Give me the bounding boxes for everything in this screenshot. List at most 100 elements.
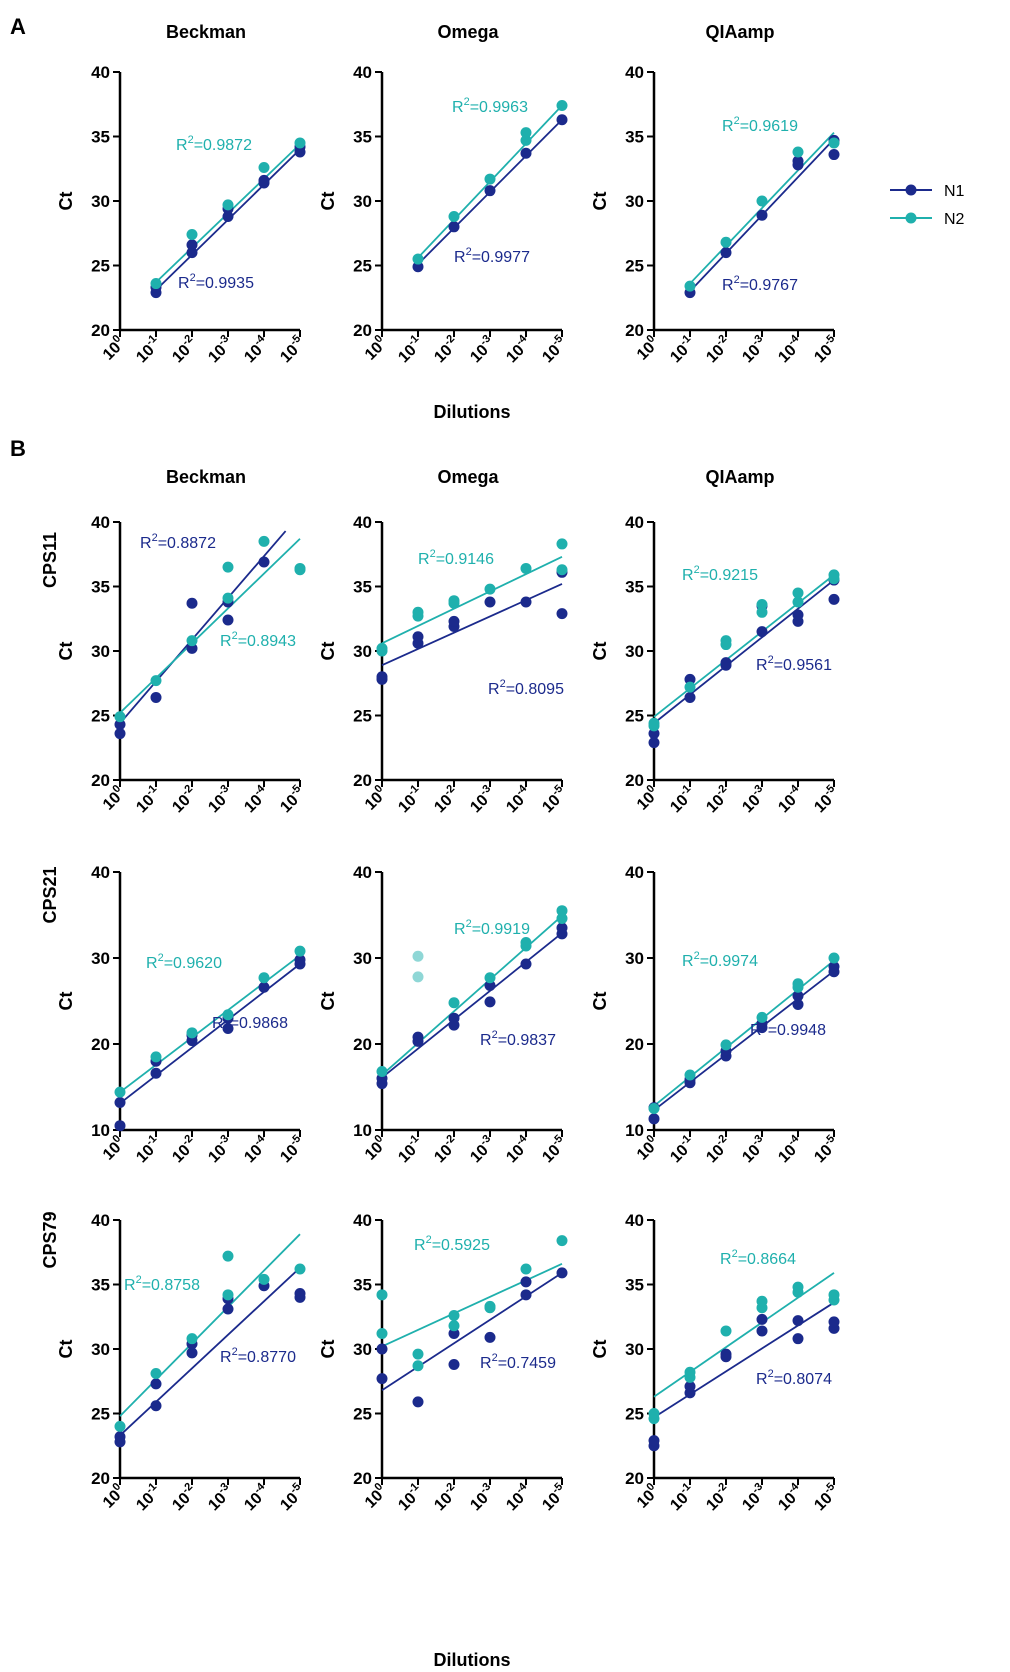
data-point-n1 [828, 1316, 840, 1328]
y-axis-label: Ct [318, 992, 338, 1011]
fit-line-n2 [119, 954, 301, 1093]
x-axis-label: Dilutions [434, 402, 511, 422]
r-squared-value: =0.8664 [738, 1251, 796, 1268]
data-point-n1 [222, 1023, 234, 1035]
x-tick-label: 10-4 [501, 1480, 535, 1514]
data-point-n2 [556, 1235, 568, 1247]
fit-line-n1 [381, 932, 563, 1079]
x-tick-label: 10-1 [393, 1133, 427, 1167]
y-axis-label: Ct [318, 192, 338, 211]
data-point-n1 [556, 608, 568, 620]
x-tick-label: 10-5 [537, 783, 571, 817]
y-tick-label: 40 [625, 63, 644, 82]
r-squared-label-n2: R2=0.9919 [454, 918, 530, 938]
data-point-n2 [150, 278, 162, 290]
data-point-n1 [376, 671, 388, 683]
r-squared-label-n2: R2=0.9215 [682, 564, 758, 584]
x-tick-label: 10-3 [737, 1481, 771, 1515]
y-tick-label: 20 [91, 1469, 110, 1488]
r-squared-exponent: 2 [734, 274, 740, 286]
data-point-n1 [828, 149, 840, 161]
data-point-n1 [792, 609, 804, 621]
y-axis-label: Ct [590, 992, 610, 1011]
data-point-n2 [376, 642, 388, 654]
data-point-n2 [756, 599, 768, 611]
x-tick-label: 10-1 [393, 1481, 427, 1515]
data-point-n2 [792, 596, 804, 608]
r-squared-label-n1: R2=0.9935 [178, 272, 254, 292]
data-point-n1 [756, 209, 768, 221]
r-squared-label-n2: R2=0.9872 [176, 134, 252, 154]
r-squared-label-n1: R2=0.8074 [756, 1368, 832, 1388]
r-squared-symbol: R [682, 953, 694, 970]
data-point-n2 [448, 997, 460, 1009]
data-point-n1 [648, 737, 660, 749]
y-tick-label: 25 [353, 707, 372, 726]
r-squared-symbol: R [454, 921, 466, 938]
x-tick-label: 10-3 [737, 1133, 771, 1167]
data-point-n1 [484, 996, 496, 1008]
y-tick-label: 35 [91, 578, 110, 597]
y-tick-label: 25 [625, 707, 644, 726]
r-squared-symbol: R [140, 535, 152, 552]
x-tick-label: 10-4 [239, 332, 273, 366]
data-point-n2 [150, 1368, 162, 1380]
chart-cps79-omega: 2025303540Ct10010-110-210-310-410-5R2=0.… [318, 1211, 568, 1515]
x-tick-label: 10-4 [773, 1132, 807, 1166]
x-tick-label: 10-5 [275, 1133, 309, 1167]
data-point-n2 [222, 1250, 234, 1262]
y-tick-label: 10 [625, 1121, 644, 1140]
x-tick-label: 10-3 [203, 1481, 237, 1515]
data-point-n1 [150, 1067, 162, 1079]
r-squared-label-n1: R2=0.7459 [480, 1352, 556, 1372]
r-squared-value: =0.9872 [194, 137, 252, 154]
x-tick-label: 10-1 [131, 1133, 165, 1167]
r-squared-exponent: 2 [232, 630, 238, 642]
legend-label-n1: N1 [944, 183, 965, 200]
data-point-n2 [648, 717, 660, 729]
fit-line-n2 [653, 959, 835, 1107]
data-point-n2 [828, 1289, 840, 1301]
data-point-n1 [520, 1276, 532, 1288]
data-point-n1 [756, 1325, 768, 1337]
r-squared-symbol: R [146, 955, 158, 972]
data-point-n1 [258, 174, 270, 186]
x-tick-label: 10-1 [131, 783, 165, 817]
data-point-n1 [792, 1315, 804, 1327]
data-point-n2 [222, 1289, 234, 1301]
r-squared-value: =0.9977 [472, 249, 530, 266]
column-title: Omega [437, 22, 499, 42]
data-point-n1 [556, 922, 568, 934]
y-tick-label: 30 [625, 192, 644, 211]
data-point-n2 [412, 606, 424, 618]
y-tick-label: 40 [353, 863, 372, 882]
r-squared-value: =0.8095 [506, 681, 564, 698]
y-tick-label: 25 [91, 1405, 110, 1424]
r-squared-label-n2: R2=0.9619 [722, 115, 798, 135]
y-tick-label: 25 [625, 257, 644, 276]
r-squared-value: =0.8758 [142, 1277, 200, 1294]
x-tick-label: 10-5 [809, 1133, 843, 1167]
y-tick-label: 30 [353, 192, 372, 211]
x-tick-label: 10-5 [275, 333, 309, 367]
r-squared-value: =0.9963 [470, 99, 528, 116]
fit-line-n2 [381, 915, 563, 1076]
r-squared-exponent: 2 [694, 564, 700, 576]
y-tick-label: 30 [353, 642, 372, 661]
data-point-n1 [484, 596, 496, 608]
data-point-n2 [720, 1039, 732, 1051]
r-squared-label-n1: R2=0.9837 [480, 1029, 556, 1049]
r-squared-symbol: R [212, 1015, 224, 1032]
r-squared-exponent: 2 [768, 654, 774, 666]
data-point-n2 [114, 1086, 126, 1098]
y-tick-label: 20 [625, 1035, 644, 1054]
data-point-n1 [520, 1289, 532, 1301]
data-point-n2 [792, 146, 804, 158]
data-point-n1 [294, 954, 306, 966]
y-tick-label: 40 [91, 63, 110, 82]
x-tick-label: 10-4 [773, 332, 807, 366]
y-axis-label: Ct [590, 642, 610, 661]
x-tick-label: 10-2 [701, 1481, 735, 1515]
data-point-n2 [258, 1273, 270, 1285]
